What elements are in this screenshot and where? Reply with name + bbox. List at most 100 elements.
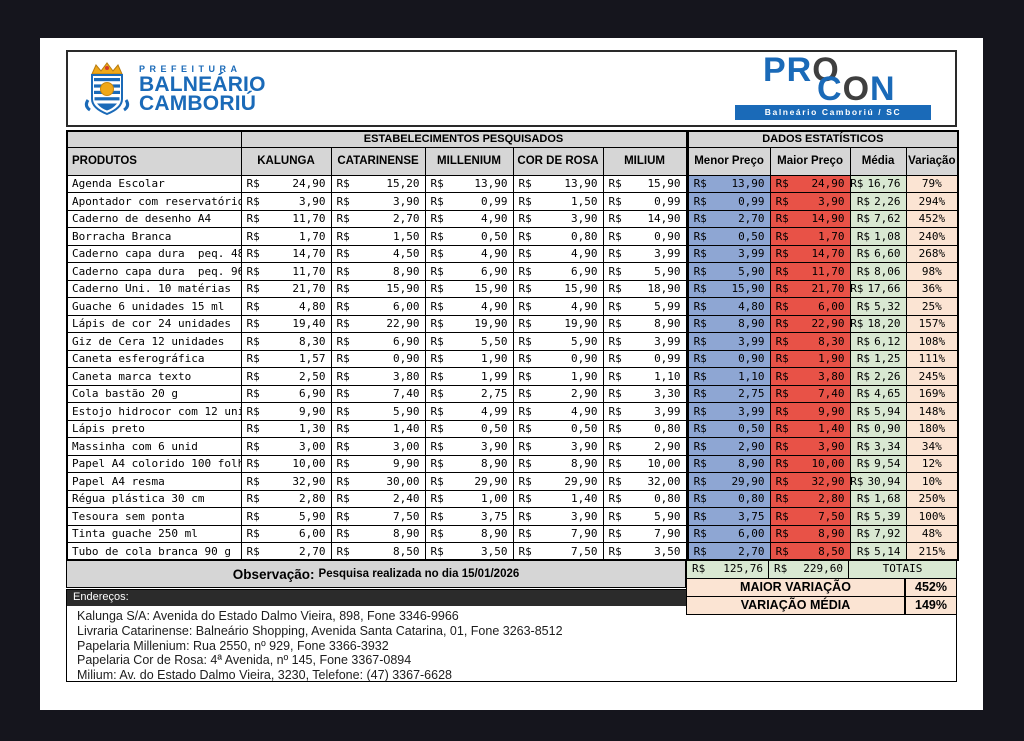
currency-label: R$: [430, 492, 444, 506]
price-millenium: R$ 4,90: [424, 297, 514, 316]
currency-label: R$: [336, 457, 350, 471]
price-millenium: R$ 1,90: [424, 349, 514, 368]
table-row: Caderno capa dura peq. 96 R$ 11,70 R$ 8,90…: [66, 262, 959, 281]
stat-variacao: 240%: [905, 227, 959, 246]
currency-label: R$: [608, 264, 622, 278]
currency-label: R$: [775, 422, 789, 436]
product-name: Lápis de cor 24 unidades: [66, 314, 242, 333]
stat-maior-preco: R$ 9,90: [769, 402, 851, 421]
price-cor-de-rosa: R$ 4,90: [512, 297, 604, 316]
stat-menor-preco: R$ 3,99: [685, 332, 771, 351]
price-kalunga: R$ 19,40: [240, 314, 332, 333]
currency-label: R$: [430, 387, 444, 401]
price-milium: R$ 3,30: [602, 384, 688, 403]
product-name: Caneta marca texto: [66, 367, 242, 386]
currency-label: R$: [430, 352, 444, 366]
currency-label: R$: [246, 474, 260, 488]
price-millenium: R$ 13,90: [424, 174, 514, 193]
currency-label: R$: [430, 282, 444, 296]
stat-maior-preco: R$ 11,70: [769, 262, 851, 281]
currency-label: R$: [608, 194, 622, 208]
product-name: Régua plástica 30 cm: [66, 489, 242, 508]
price-cor-de-rosa: R$ 0,90: [512, 349, 604, 368]
prefeitura-label: PREFEITURA: [139, 64, 242, 74]
currency-label: R$: [608, 369, 622, 383]
currency-label: R$: [336, 177, 350, 191]
table-row: Caderno de desenho A4 R$ 11,70 R$ 2,70 R$ 4…: [66, 209, 959, 228]
currency-label: R$: [775, 474, 789, 488]
currency-label: R$: [693, 317, 707, 331]
stat-variacao: 34%: [905, 437, 959, 456]
price-catarinense: R$ 30,00: [330, 472, 426, 491]
stat-menor-preco: R$ 4,80: [685, 297, 771, 316]
price-table: ESTABELECIMENTOS PESQUISADOS DADOS ESTAT…: [66, 130, 960, 561]
currency-label: R$: [775, 229, 789, 243]
table-row: Régua plástica 30 cm R$ 2,80 R$ 2,40 R$ 1,0…: [66, 489, 959, 508]
product-name: Caderno capa dura peq. 96: [66, 262, 242, 281]
stat-maior-preco: R$ 8,30: [769, 332, 851, 351]
currency-label: R$: [336, 334, 350, 348]
address-line: Livraria Catarinense: Balneário Shopping…: [77, 623, 563, 638]
price-millenium: R$ 0,50: [424, 227, 514, 246]
price-kalunga: R$ 6,90: [240, 384, 332, 403]
currency-label: R$: [856, 509, 871, 523]
currency-label: R$: [856, 439, 871, 453]
procon-logo: PRO CON Balneário Camboriú / SC: [735, 53, 945, 120]
currency-label: R$: [246, 439, 260, 453]
price-cor-de-rosa: R$ 3,90: [512, 437, 604, 456]
enderecos-header: Endereços:: [67, 590, 686, 606]
currency-label: R$: [430, 527, 444, 541]
price-milium: R$ 1,10: [602, 367, 688, 386]
currency-label: R$: [856, 422, 871, 436]
stat-menor-preco: R$ 13,90: [685, 174, 771, 193]
product-name: Caderno capa dura peq. 48: [66, 244, 242, 263]
product-name: Agenda Escolar: [66, 174, 242, 193]
group-header-establishments: ESTABELECIMENTOS PESQUISADOS: [240, 130, 688, 148]
price-milium: R$ 5,99: [602, 297, 688, 316]
stat-maior-preco: R$ 7,40: [769, 384, 851, 403]
table-row: Borracha Branca R$ 1,70 R$ 1,50 R$ 0,50 R$ 0…: [66, 227, 959, 246]
stat-media: R$ 1,08: [849, 227, 907, 246]
price-millenium: R$ 2,75: [424, 384, 514, 403]
currency-label: R$: [246, 422, 260, 436]
currency-label: R$: [692, 562, 706, 575]
stat-variacao: 245%: [905, 367, 959, 386]
currency-label: R$: [856, 457, 871, 471]
currency-label: R$: [775, 492, 789, 506]
variacao-media-row: VARIAÇÃO MÉDIA 149%: [686, 597, 957, 615]
currency-label: R$: [246, 212, 260, 226]
currency-label: R$: [246, 282, 260, 296]
stat-media: R$ 8,06: [849, 262, 907, 281]
currency-label: R$: [518, 527, 532, 541]
currency-label: R$: [430, 404, 444, 418]
currency-label: R$: [608, 492, 622, 506]
price-catarinense: R$ 1,50: [330, 227, 426, 246]
column-header-row: PRODUTOS KALUNGA CATARINENSE MILLENIUM C…: [66, 146, 959, 176]
stat-maior-preco: R$ 22,90: [769, 314, 851, 333]
currency-label: R$: [693, 387, 707, 401]
currency-label: R$: [850, 317, 864, 331]
currency-label: R$: [518, 334, 532, 348]
price-cor-de-rosa: R$ 4,90: [512, 244, 604, 263]
procon-banner: Balneário Camboriú / SC: [735, 105, 931, 120]
currency-label: R$: [775, 194, 789, 208]
product-name: Massinha com 6 unid: [66, 437, 242, 456]
stat-maior-preco: R$ 3,90: [769, 192, 851, 211]
stat-variacao: 12%: [905, 454, 959, 473]
currency-label: R$: [856, 404, 871, 418]
price-catarinense: R$ 6,00: [330, 297, 426, 316]
product-name: Cola bastão 20 g: [66, 384, 242, 403]
stat-maior-preco: R$ 3,80: [769, 367, 851, 386]
stat-media: R$ 4,65: [849, 384, 907, 403]
price-catarinense: R$ 8,90: [330, 262, 426, 281]
price-millenium: R$ 3,90: [424, 437, 514, 456]
currency-label: R$: [430, 229, 444, 243]
price-kalunga: R$ 32,90: [240, 472, 332, 491]
variacao-media-label: VARIAÇÃO MÉDIA: [686, 597, 905, 615]
address-line: Papelaria Millenium: Rua 2550, nº 929, F…: [77, 638, 389, 653]
currency-label: R$: [693, 229, 707, 243]
price-catarinense: R$ 6,90: [330, 332, 426, 351]
col-header-kalunga: KALUNGA: [240, 146, 332, 176]
currency-label: R$: [336, 299, 350, 313]
price-catarinense: R$ 3,80: [330, 367, 426, 386]
